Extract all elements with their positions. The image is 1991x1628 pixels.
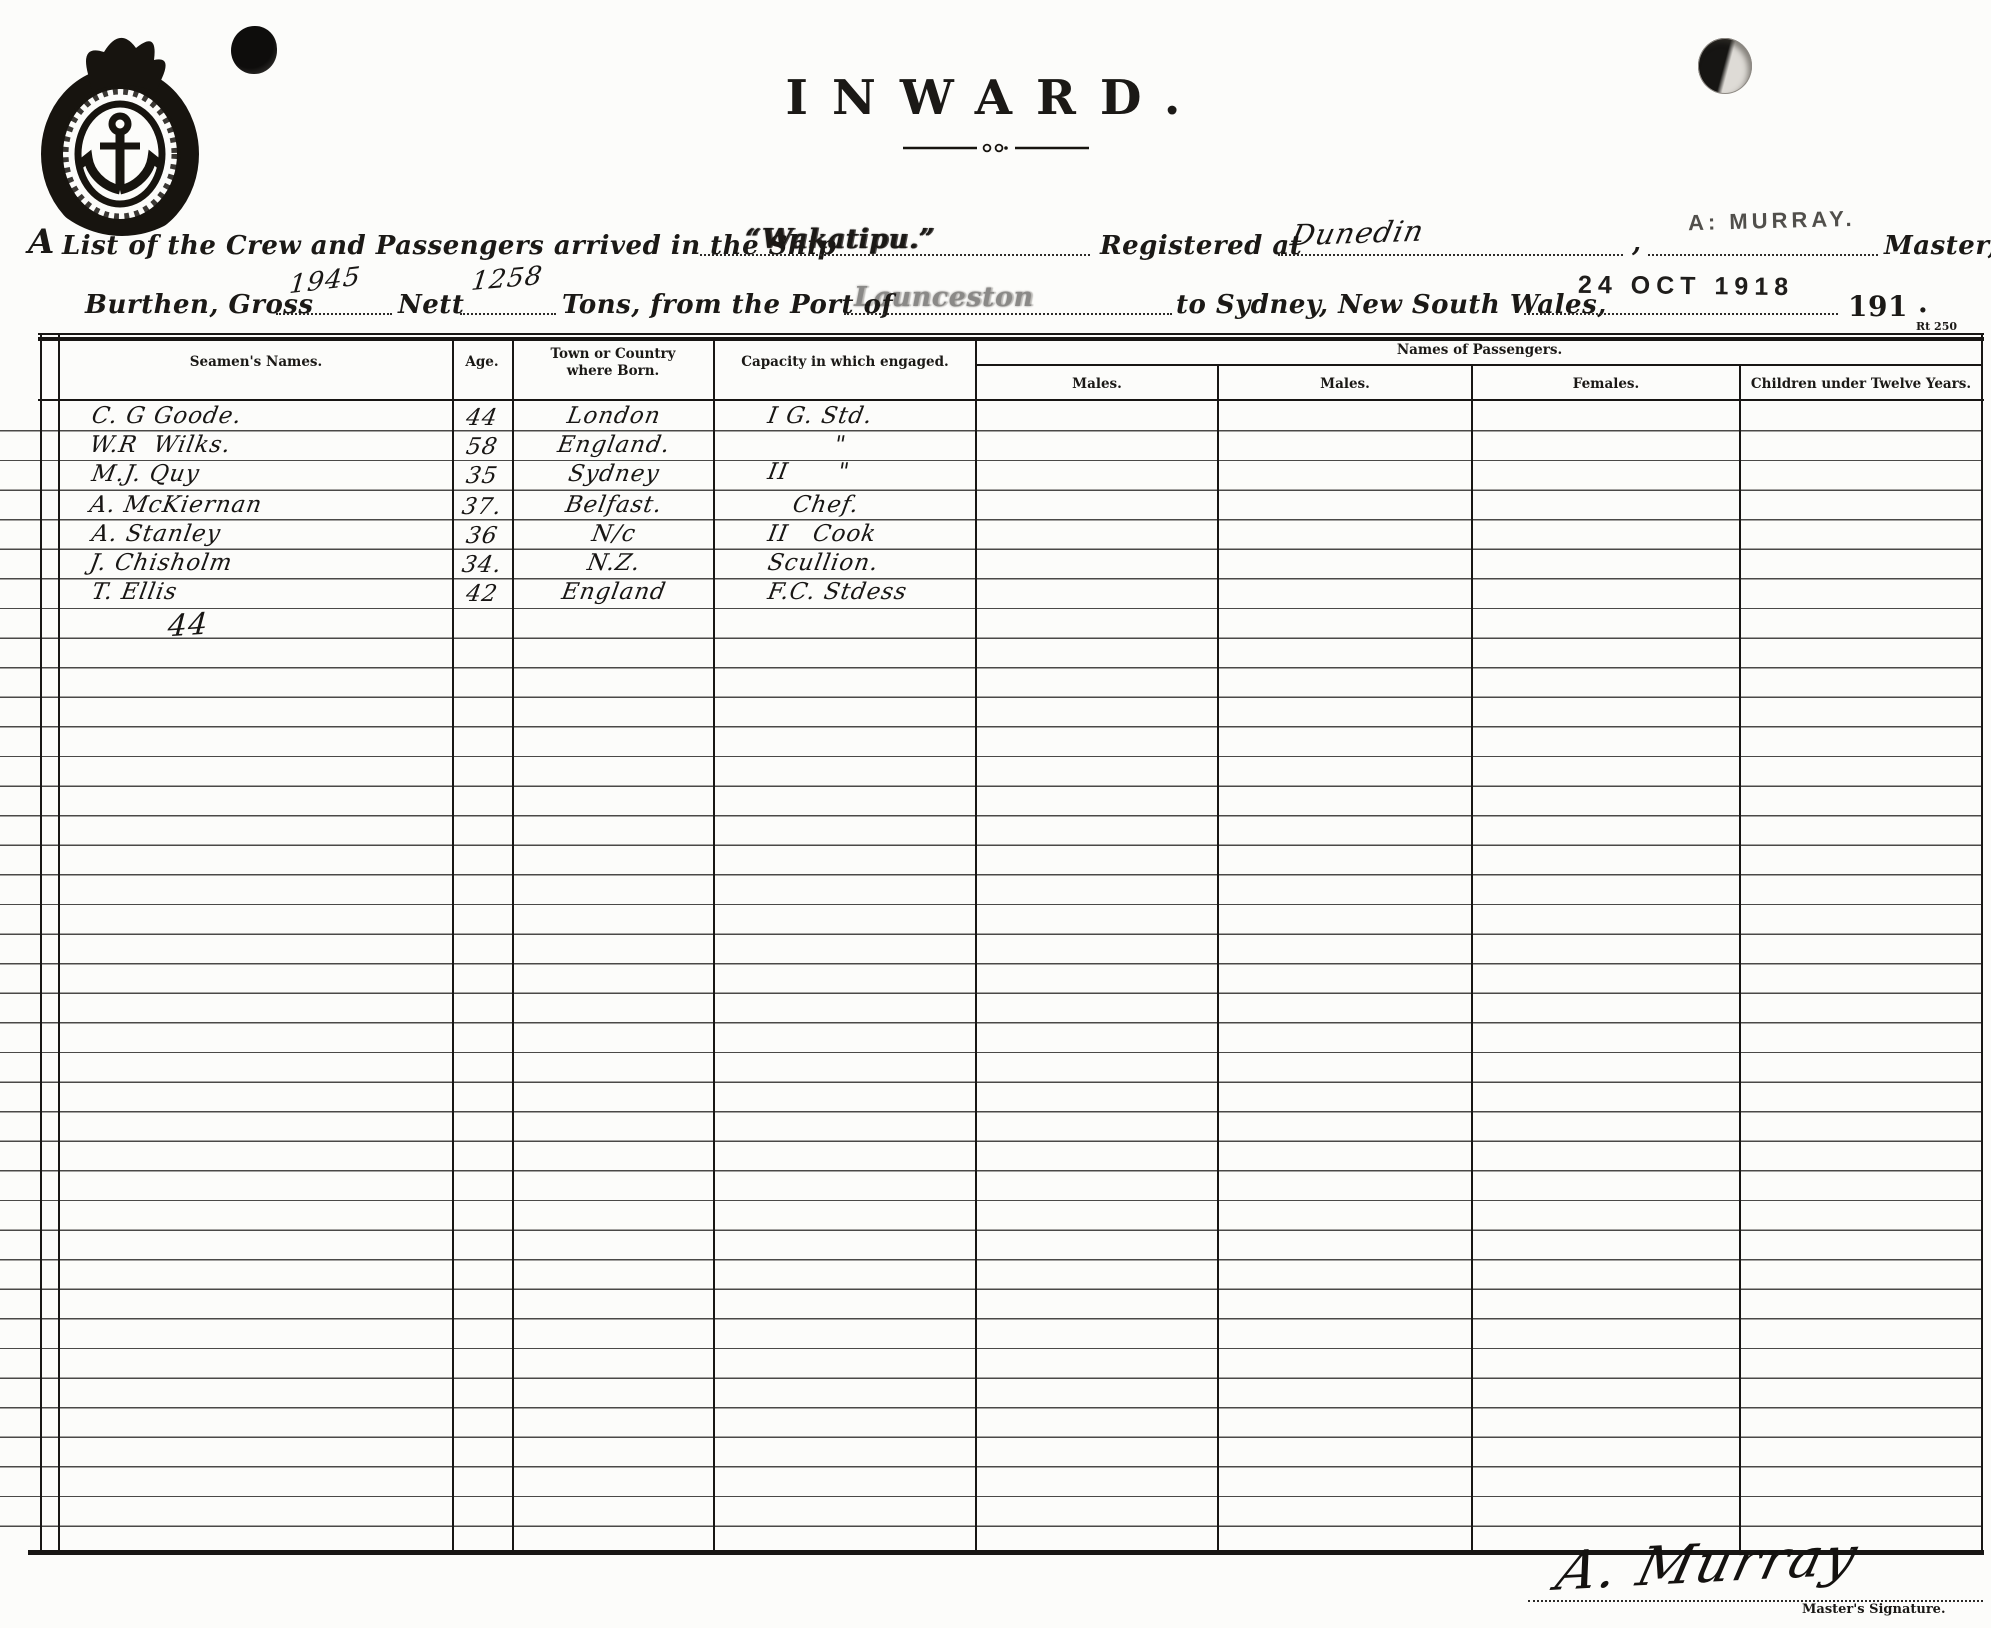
- col-header-children: Children under Twelve Years.: [1750, 376, 1972, 392]
- table-header-bottom-border: [38, 399, 1984, 402]
- registered-at-value: Dunedin: [1287, 213, 1428, 253]
- crew-age: 44: [464, 405, 500, 431]
- gross-line: [276, 311, 392, 315]
- crew-capacity: I G. Std.: [765, 403, 875, 429]
- nett-label: Nett: [398, 290, 465, 320]
- header-line1-label: List of the Crew and Passengers arrived …: [62, 231, 837, 261]
- nett-value: 1258: [469, 260, 545, 298]
- col-border-females-children: [1739, 366, 1741, 1553]
- year-period: .: [1918, 286, 1929, 319]
- punch-hole: [1698, 38, 1752, 94]
- port-line: [844, 311, 1172, 315]
- master-name-stamp: A: MURRAY.: [1687, 205, 1856, 236]
- registered-at-label: Registered at: [1100, 231, 1303, 261]
- crew-capacity: Chef.: [765, 492, 862, 518]
- crew-born: Belfast.: [563, 492, 665, 518]
- crew-name: J. Chisholm: [87, 550, 235, 576]
- seal-anchor-icon: [75, 112, 165, 195]
- crew-name: A. McKiernan: [87, 492, 265, 518]
- crew-age: 37.: [459, 494, 505, 520]
- destination-label: to Sydney, New South Wales,: [1176, 290, 1607, 320]
- burthen-label: Burthen, Gross: [85, 290, 314, 320]
- nett-line: [460, 311, 556, 315]
- col-header-capacity: Capacity in which engaged.: [741, 354, 949, 370]
- crew-name: W.R Wilks.: [87, 432, 234, 458]
- shipping-office-seal-icon: [41, 37, 199, 236]
- col-border-males1-males2: [1217, 366, 1219, 1553]
- col-border-capacity-passengers: [975, 338, 978, 1553]
- col-border-age-born: [512, 338, 514, 1553]
- table-left-outer-border: [40, 333, 42, 1553]
- crew-age: 35: [464, 463, 500, 489]
- date-line: [1524, 311, 1838, 315]
- passengers-header-rule: [975, 364, 1982, 366]
- crew-tally: 44: [166, 606, 210, 645]
- col-border-born-capacity: [713, 338, 715, 1553]
- crew-capacity: ": [765, 432, 849, 458]
- col-header-males-1: Males.: [1072, 376, 1122, 392]
- crew-born: Sydney: [566, 461, 662, 487]
- crew-name: M.J. Quy: [89, 461, 202, 487]
- seal-crown: [86, 37, 166, 92]
- crew-born: England.: [555, 432, 673, 458]
- header-initial: A: [28, 222, 55, 262]
- ship-name-value: “Wakatipu.”: [745, 224, 935, 255]
- year-prefix: 191: [1848, 290, 1908, 323]
- crew-born: England: [559, 579, 669, 605]
- col-border-names-age: [452, 338, 454, 1553]
- table-left-border: [58, 333, 61, 1553]
- table-bottom-border: [28, 1550, 1984, 1555]
- signature-label: Master's Signature.: [1802, 1602, 1946, 1617]
- crew-age: 34.: [459, 552, 505, 578]
- col-header-females: Females.: [1572, 376, 1640, 392]
- table-ruled-lines: [0, 402, 1982, 1553]
- crew-capacity: II ": [765, 459, 852, 485]
- crew-born: N.Z.: [585, 550, 643, 576]
- crew-name: C. G Goode.: [89, 403, 245, 429]
- crew-capacity: II Cook: [765, 521, 879, 547]
- master-label: Master,: [1884, 231, 1991, 261]
- col-header-age: Age.: [465, 354, 499, 370]
- crew-born: N/c: [589, 521, 639, 547]
- col-border-males2-females: [1471, 366, 1473, 1553]
- crew-age: 42: [464, 581, 500, 607]
- registered-at-line: [1278, 252, 1623, 256]
- crew-name: T. Ellis: [89, 579, 180, 605]
- crew-capacity: F.C. Stdess: [765, 579, 910, 605]
- crew-born: London: [565, 403, 663, 429]
- header-comma: ,: [1632, 228, 1642, 258]
- table-right-border: [1981, 333, 1984, 1553]
- col-header-born-line1: Town or Country: [550, 346, 676, 362]
- crew-name: A. Stanley: [89, 521, 224, 547]
- form-code: Rt 250: [1916, 320, 1958, 333]
- port-value: Launceston: [854, 282, 1034, 313]
- gross-value: 1945: [288, 261, 363, 301]
- master-line: [1648, 252, 1878, 256]
- tons-port-label: Tons, from the Port of: [562, 290, 894, 320]
- table-top-border: [38, 337, 1984, 341]
- crew-age: 36: [464, 523, 500, 549]
- table-top-thin-border: [38, 333, 1984, 335]
- title-ornament-icon: [903, 143, 1089, 153]
- crew-capacity: Scullion.: [765, 550, 881, 576]
- ship-name-line: [700, 252, 1090, 256]
- date-stamp: 24 OCT 1918: [1577, 270, 1795, 302]
- page-title: INWARD.: [785, 70, 1205, 126]
- col-header-males-2: Males.: [1320, 376, 1370, 392]
- col-header-seamen-names: Seamen's Names.: [189, 354, 323, 370]
- ink-blot: [231, 26, 277, 74]
- signature-line: [1528, 1598, 1983, 1602]
- crew-age: 58: [464, 434, 500, 460]
- col-header-born-line2: where Born.: [566, 363, 660, 379]
- passengers-group-header: Names of Passengers.: [1396, 342, 1563, 358]
